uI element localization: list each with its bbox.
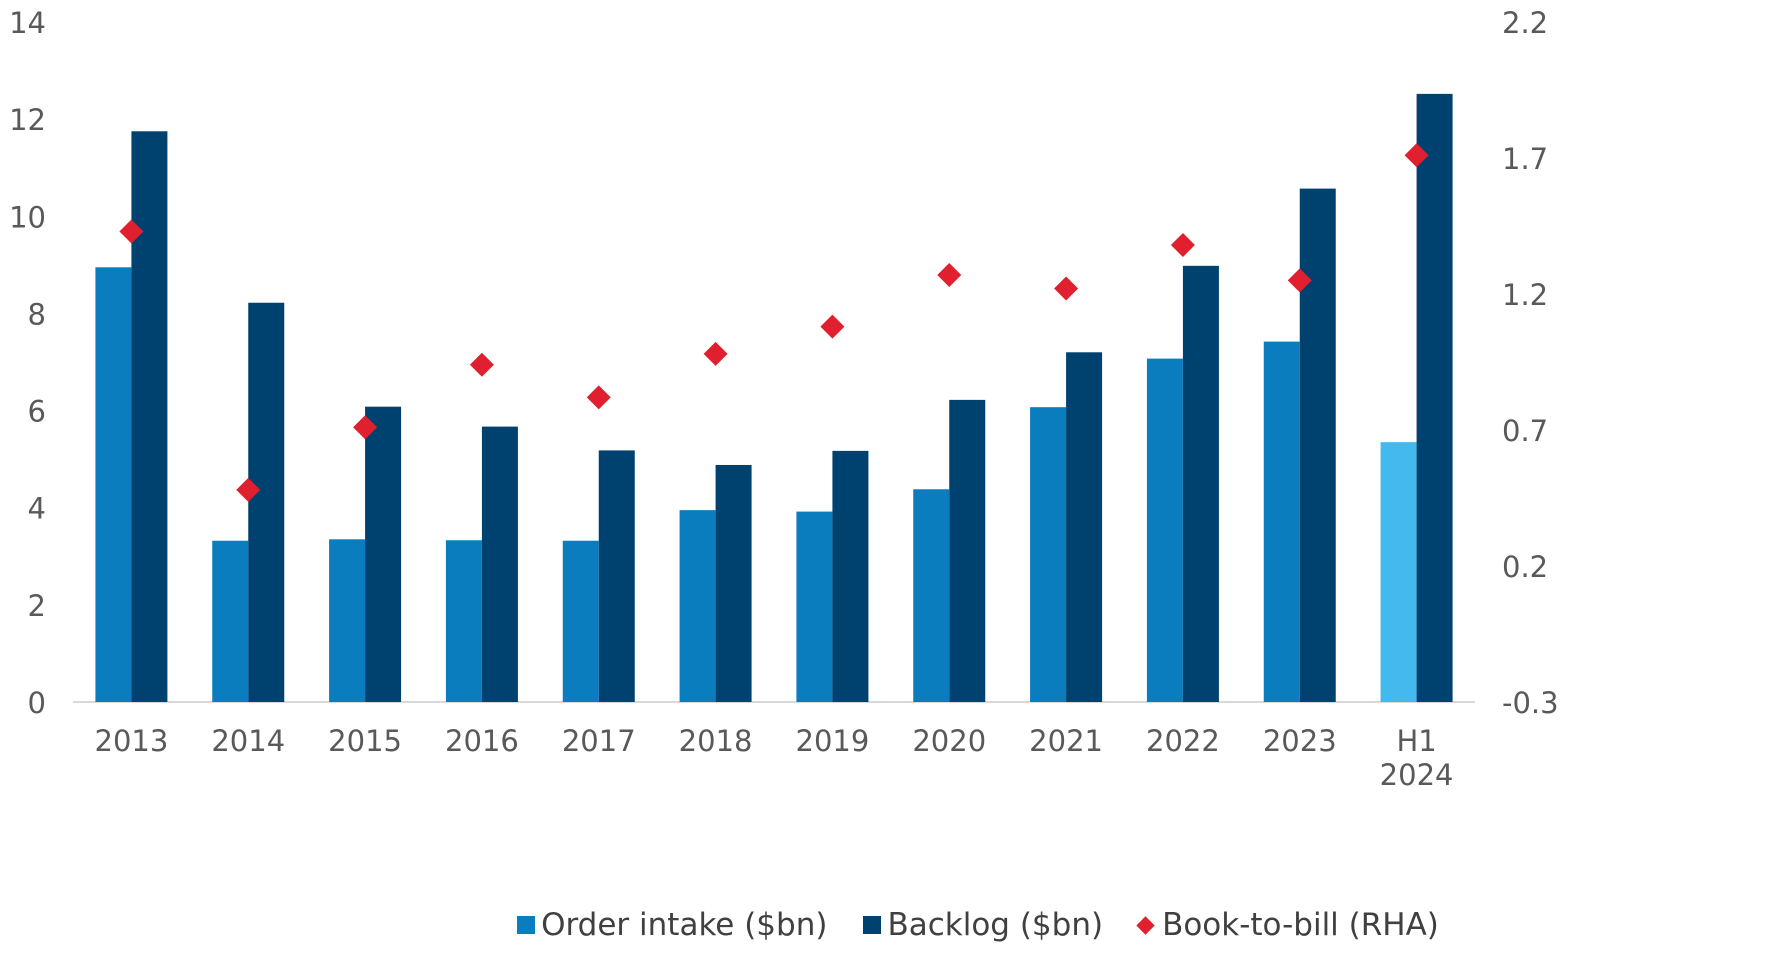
- bar-order-intake: [913, 489, 950, 702]
- bar-order-intake: [1146, 358, 1183, 702]
- bar-order-intake: [1030, 407, 1067, 702]
- bar-backlog: [1299, 188, 1336, 703]
- x-tick-label: 2017: [562, 724, 636, 758]
- x-tick-label: 2016: [445, 724, 519, 758]
- bar-order-intake: [1380, 442, 1417, 702]
- legend-item-order-intake: Order intake ($bn): [517, 907, 827, 943]
- y-left-tick-label: 6: [28, 395, 46, 429]
- bar-backlog: [131, 131, 168, 703]
- point-book-to-bill: [586, 385, 611, 410]
- bar-order-intake: [95, 267, 132, 702]
- bar-order-intake: [212, 540, 249, 702]
- y-left-tick-label: 8: [28, 297, 46, 331]
- bar-backlog: [1182, 265, 1219, 702]
- point-book-to-bill: [119, 219, 144, 244]
- bar-backlog: [1066, 352, 1103, 702]
- x-tick-label: 2014: [211, 724, 285, 758]
- x-tick-label: H1: [1396, 724, 1436, 758]
- y-right-tick-label: 0.7: [1502, 414, 1548, 448]
- y-right-tick-label: 1.2: [1502, 278, 1548, 312]
- point-book-to-bill: [1170, 233, 1195, 258]
- combo-chart: 0 2 4 6 8 10 12 14 -0.3 0.2 0.7 1.2 1.7 2.2 2013 2014 20…: [9, 6, 1559, 792]
- x-tick-label: 2015: [328, 724, 402, 758]
- bar-order-intake: [1263, 341, 1300, 702]
- point-book-to-bill: [236, 477, 261, 502]
- bar-backlog: [715, 464, 752, 702]
- legend-item-backlog: Backlog ($bn): [863, 907, 1103, 943]
- y-left-tick-label: 10: [9, 200, 46, 234]
- point-book-to-bill: [1404, 143, 1429, 168]
- x-tick-label: 2022: [1146, 724, 1220, 758]
- bar-backlog: [832, 450, 869, 702]
- bar-order-intake: [796, 511, 833, 702]
- legend-swatch-order-intake: [517, 916, 536, 934]
- y-right-tick-label: 2.2: [1502, 6, 1548, 40]
- y-left-tick-label: 0: [28, 686, 46, 720]
- legend-label-book-to-bill: Book-to-bill (RHA): [1162, 907, 1439, 943]
- legend-label-order-intake: Order intake ($bn): [541, 907, 828, 943]
- x-tick-label: 2021: [1029, 724, 1103, 758]
- bar-backlog: [365, 406, 402, 702]
- bar-order-intake: [679, 510, 716, 702]
- point-book-to-bill: [1287, 268, 1312, 293]
- point-book-to-bill: [1054, 276, 1079, 301]
- bar-backlog: [1416, 93, 1453, 702]
- legend-label-backlog: Backlog ($bn): [887, 907, 1104, 943]
- point-book-to-bill: [703, 341, 728, 366]
- bar-order-intake: [562, 540, 599, 702]
- legend-marker-book-to-bill: [1136, 915, 1155, 935]
- bar-order-intake: [329, 539, 366, 702]
- y-right-tick-label: 1.7: [1502, 142, 1548, 176]
- x-tick-label: 2023: [1263, 724, 1337, 758]
- bar-backlog: [598, 450, 635, 702]
- bar-backlog: [481, 426, 518, 702]
- point-book-to-bill: [937, 262, 962, 287]
- y-left-tick-label: 12: [9, 103, 46, 137]
- x-tick-label: 2018: [679, 724, 753, 758]
- y-right-tick-label: -0.3: [1502, 686, 1559, 720]
- point-book-to-bill: [469, 352, 494, 377]
- y-right-tick-label: 0.2: [1502, 550, 1548, 584]
- legend-swatch-backlog: [863, 916, 882, 934]
- y-left-tick-label: 14: [9, 6, 46, 40]
- x-tick-label: 2024: [1380, 758, 1454, 792]
- x-tick-label: 2020: [912, 724, 986, 758]
- legend-item-book-to-bill: Book-to-bill (RHA): [1136, 907, 1439, 943]
- bar-backlog: [248, 302, 285, 702]
- x-tick-label: 2013: [95, 724, 169, 758]
- bar-order-intake: [445, 540, 482, 702]
- legend: Order intake ($bn) Backlog ($bn) Book-to…: [0, 905, 1776, 945]
- x-tick-label: 2019: [796, 724, 870, 758]
- point-book-to-bill: [820, 314, 845, 339]
- bar-backlog: [949, 399, 986, 702]
- point-book-to-bill: [353, 415, 378, 440]
- y-left-tick-label: 4: [28, 492, 46, 526]
- y-left-tick-label: 2: [28, 589, 46, 623]
